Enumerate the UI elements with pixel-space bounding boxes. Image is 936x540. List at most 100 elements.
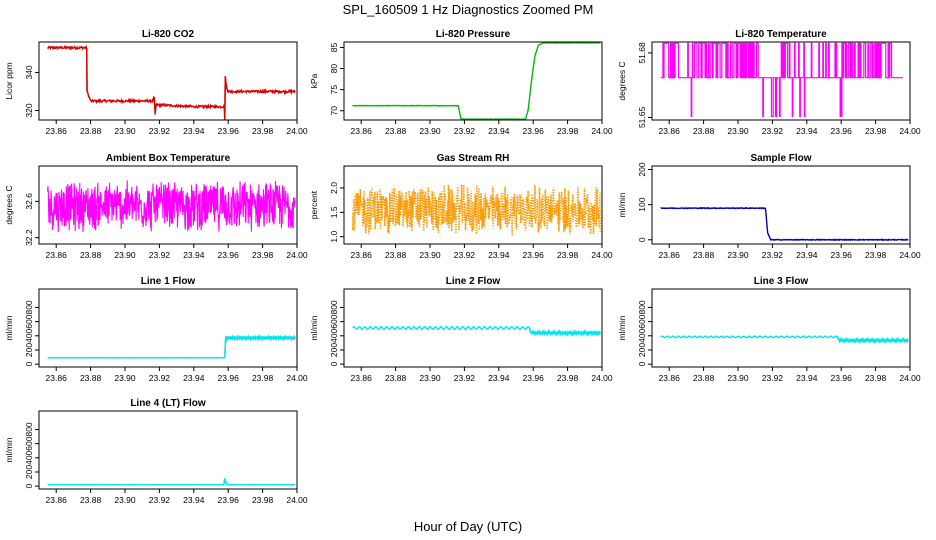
x-tick-label: 24.00 [286, 126, 308, 136]
panel-frame [343, 41, 603, 121]
y-tick-label: 400 [24, 328, 34, 342]
panel-line-2-flow: Line 2 Flow 23.86 23.88 23.90 23.92 23.94 23.9… [309, 276, 613, 383]
panel-line-1-flow: Line 1 Flow 23.86 23.88 23.90 23.92 23.94 23.9… [4, 276, 308, 383]
x-tick-label: 23.88 [80, 126, 102, 136]
y-axis-label: ml/min [617, 192, 627, 217]
y-axis-label: degrees C [4, 185, 14, 224]
panel-frame [38, 165, 298, 245]
panel-ambient-box-temperature: Ambient Box Temperature 23.86 23.88 23.90 23… [4, 153, 308, 260]
data-step [224, 76, 226, 120]
data-points [351, 184, 602, 237]
y-tick-label: 600 [637, 314, 647, 328]
x-tick-label: 23.98 [252, 250, 274, 260]
x-tick-label: 24.00 [899, 250, 921, 260]
panel-frame [651, 288, 911, 368]
x-tick-label: 24.00 [591, 126, 613, 136]
x-tick-label: 23.86 [351, 373, 373, 383]
panel-frame [343, 288, 603, 368]
x-tick-label: 23.86 [46, 250, 68, 260]
x-tick-label: 23.88 [385, 250, 407, 260]
x-tick-label: 23.92 [149, 495, 171, 505]
x-tick-label: 23.94 [183, 373, 205, 383]
y-tick-label: 800 [24, 300, 34, 314]
y-tick-label: 200 [24, 465, 34, 479]
x-tick-label: 24.00 [286, 495, 308, 505]
y-tick-label: 0 [24, 484, 34, 489]
panel-title: Line 1 Flow [141, 276, 196, 287]
x-tick-label: 23.88 [80, 373, 102, 383]
series-line-3-flow [660, 335, 909, 345]
x-axis-label: Hour of Day (UTC) [414, 519, 522, 534]
x-tick-label: 24.00 [591, 250, 613, 260]
x-tick-label: 23.90 [114, 373, 136, 383]
series-line-4-lt-flow [47, 478, 296, 486]
y-tick-label: 1.5 [329, 206, 339, 218]
x-tick-label: 23.88 [693, 250, 715, 260]
x-tick-label: 23.94 [183, 495, 205, 505]
series-line-1-flow [47, 333, 296, 359]
x-tick-label: 23.86 [659, 126, 681, 136]
y-tick-label: 200 [637, 162, 647, 176]
panel-sample-flow: Sample Flow 23.86 23.88 23.90 23.92 23.94 23.9… [617, 153, 921, 260]
x-tick-label: 23.96 [218, 126, 240, 136]
x-tick-label: 23.90 [727, 250, 749, 260]
x-tick-label: 23.86 [46, 495, 68, 505]
x-tick-label: 23.92 [762, 126, 784, 136]
x-tick-label: 23.94 [796, 250, 818, 260]
x-tick-label: 23.98 [252, 126, 274, 136]
y-tick-label: 51.68 [637, 42, 647, 64]
y-tick-label: 200 [24, 343, 34, 357]
series-line-2-flow [352, 325, 601, 338]
panel-title: Sample Flow [750, 153, 811, 164]
data-line [47, 180, 296, 233]
y-tick-label: 32.6 [24, 193, 34, 210]
x-tick-label: 23.90 [727, 126, 749, 136]
panel-li-820-pressure: Li-820 Pressure 23.86 23.88 23.90 23.92 23.94… [309, 29, 613, 136]
figure-title: SPL_160509 1 Hz Diagnostics Zoomed PM [343, 2, 594, 17]
panel-title: Line 4 (LT) Flow [130, 398, 206, 409]
panel-frame [343, 165, 603, 245]
y-tick-label: 0 [637, 362, 647, 367]
y-tick-label: 800 [637, 300, 647, 314]
x-tick-label: 23.88 [385, 373, 407, 383]
series-gas-stream-rh [351, 184, 602, 237]
data-step [224, 337, 227, 358]
y-axis-label: ml/min [617, 315, 627, 340]
x-tick-label: 23.86 [351, 126, 373, 136]
panel-frame [38, 288, 298, 368]
y-tick-label: 80 [329, 64, 339, 74]
y-axis-label: kPa [309, 73, 319, 88]
data-step [224, 76, 228, 88]
x-tick-label: 23.96 [523, 373, 545, 383]
x-tick-label: 24.00 [286, 250, 308, 260]
series-li-820-co2 [46, 44, 296, 120]
y-tick-label: 600 [24, 436, 34, 450]
x-tick-label: 23.94 [183, 250, 205, 260]
x-tick-label: 23.94 [488, 126, 510, 136]
x-tick-label: 23.98 [252, 495, 274, 505]
y-tick-label: 2.0 [329, 182, 339, 194]
x-tick-label: 23.88 [80, 250, 102, 260]
panel-gas-stream-rh: Gas Stream RH 23.86 23.88 23.90 23.92 23.94 23… [309, 153, 613, 260]
y-tick-label: 0 [24, 362, 34, 367]
x-tick-label: 23.86 [659, 250, 681, 260]
x-tick-label: 23.98 [865, 373, 887, 383]
y-tick-label: 100 [637, 197, 647, 211]
y-tick-label: 600 [329, 314, 339, 328]
panel-li-820-temperature: Li-820 Temperature 23.86 23.88 23.90 23.92 23… [617, 29, 921, 136]
y-axis-label: Licor ppm [4, 62, 14, 99]
x-tick-label: 23.92 [762, 250, 784, 260]
data-step [837, 336, 840, 341]
x-tick-label: 23.94 [796, 126, 818, 136]
x-tick-label: 23.90 [727, 373, 749, 383]
x-tick-label: 23.96 [218, 373, 240, 383]
x-tick-label: 23.92 [454, 373, 476, 383]
y-tick-label: 0 [637, 237, 647, 242]
x-tick-label: 23.88 [80, 495, 102, 505]
x-tick-label: 23.88 [693, 126, 715, 136]
x-tick-label: 23.94 [488, 250, 510, 260]
x-tick-label: 23.92 [762, 373, 784, 383]
y-tick-label: 1.0 [329, 231, 339, 243]
y-tick-label: 70 [329, 106, 339, 116]
y-axis-label: degrees C [617, 61, 627, 100]
